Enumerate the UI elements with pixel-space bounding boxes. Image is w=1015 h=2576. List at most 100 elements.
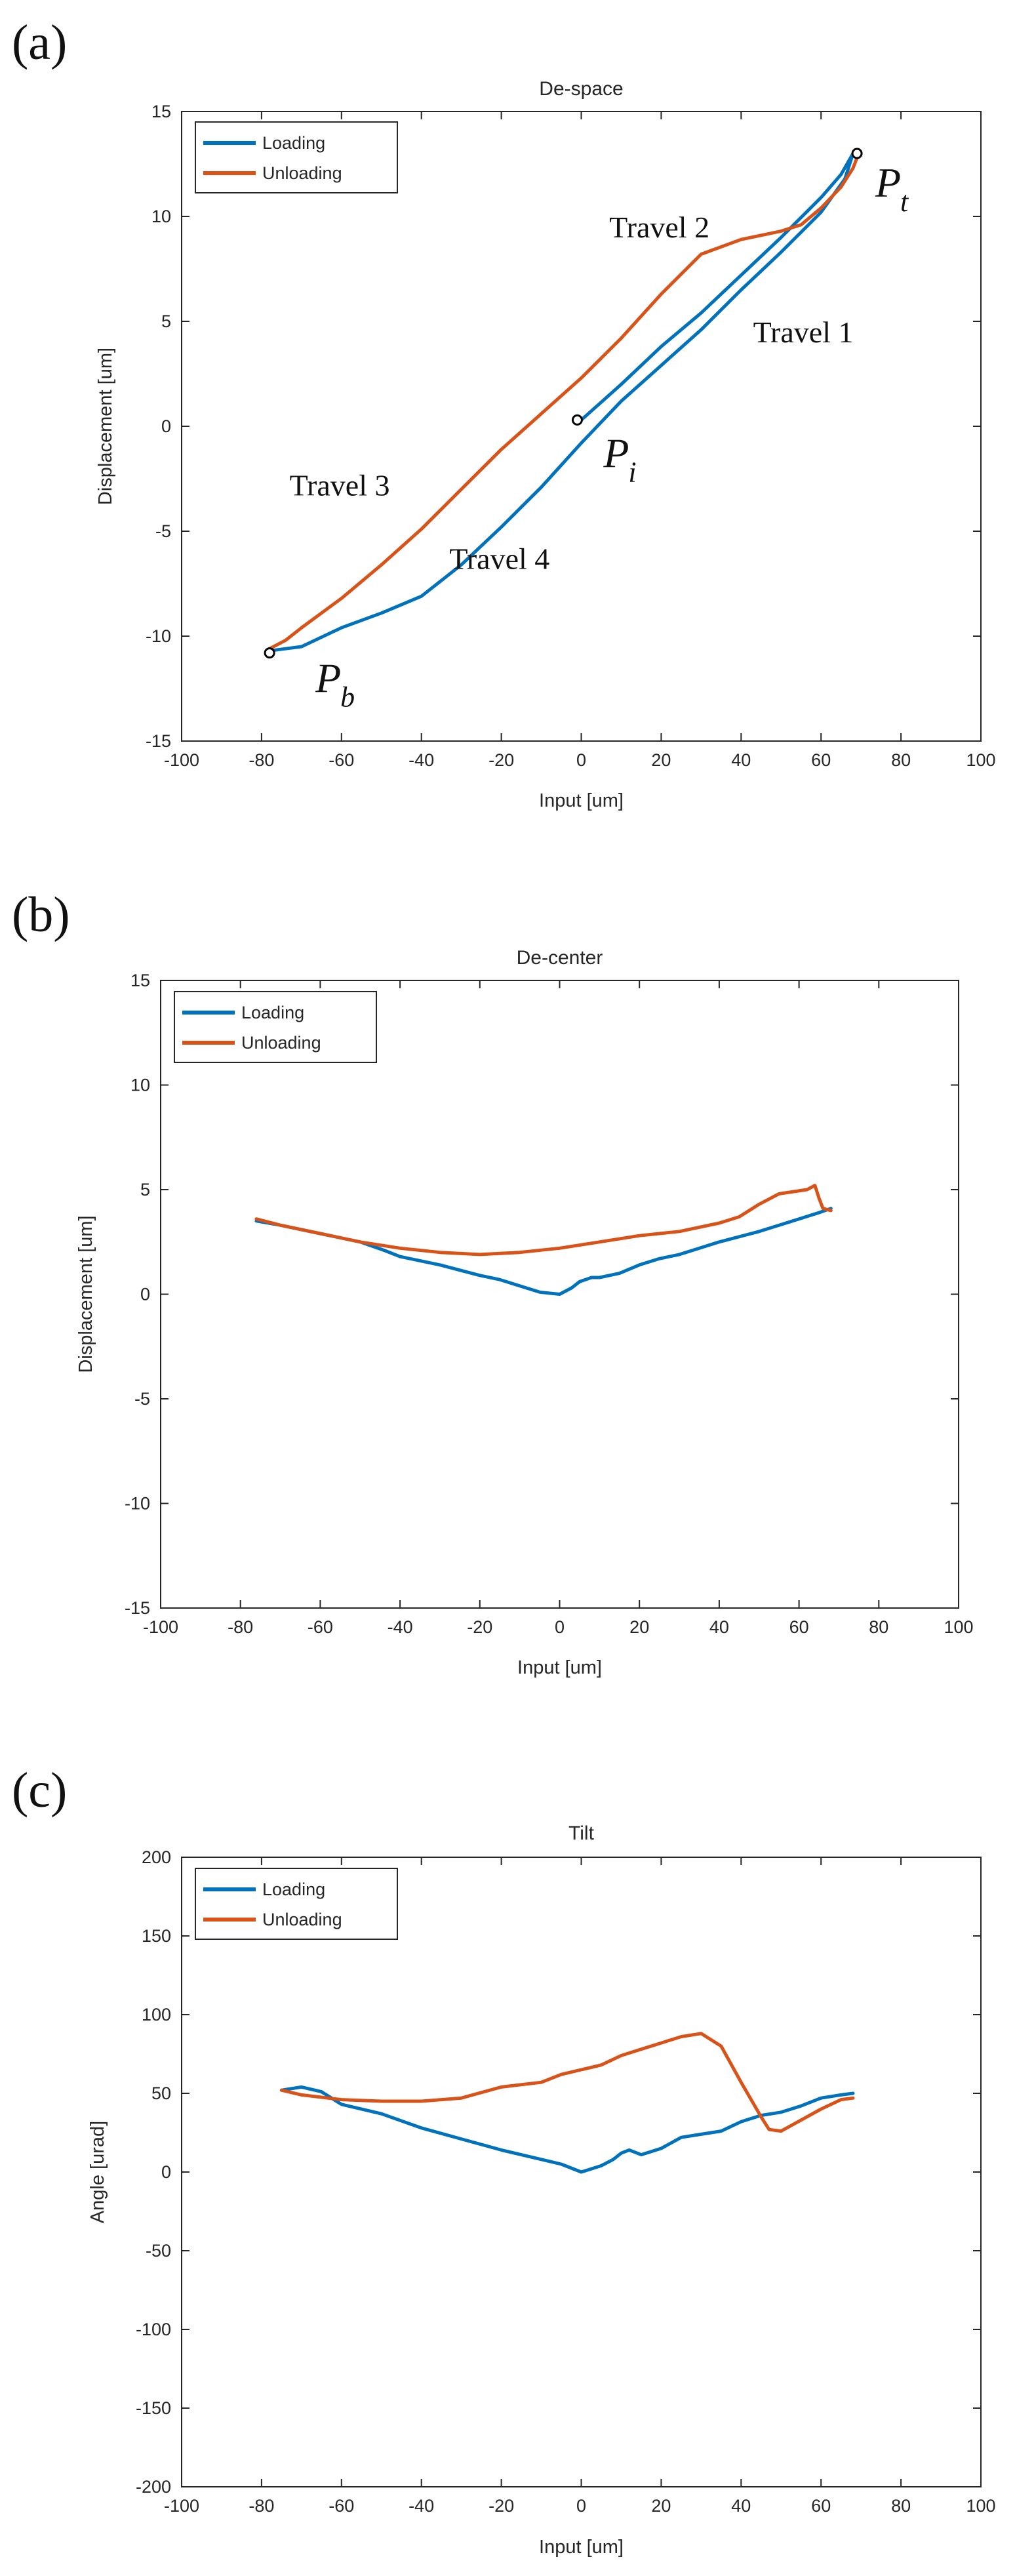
x-tick-label: 100 [966, 2496, 995, 2516]
x-tick-label: 40 [731, 750, 751, 770]
series-line-loading [279, 2085, 855, 2174]
x-tick-label: 0 [555, 1617, 565, 1637]
x-tick-label: 40 [709, 1617, 729, 1637]
point-subscript: t [900, 186, 909, 218]
y-tick-label: 5 [161, 312, 171, 331]
y-tick-label: 10 [151, 207, 171, 226]
x-tick-label: 60 [789, 1617, 809, 1637]
x-tick-label: -100 [143, 1617, 178, 1637]
chart-panel-2: (b)De-center-100 -80 -60 -40 -20 0 20 40 60 80 100… [12, 887, 974, 1678]
legend-label: Loading [262, 133, 325, 153]
y-tick-label: 0 [140, 1285, 150, 1304]
point-marker [851, 148, 863, 159]
y-axis-label: Angle [urad] [87, 2121, 108, 2223]
legend-box [174, 991, 377, 1063]
x-axis-label: Input [um] [539, 2537, 624, 2558]
y-tick-label: 50 [151, 2083, 171, 2103]
x-tick-label: -60 [308, 1617, 333, 1637]
panel-label: (c) [12, 1763, 67, 1818]
x-tick-label: -100 [164, 750, 199, 770]
series-line-loading [268, 151, 855, 653]
travel-annotation: Travel 1 [753, 315, 854, 349]
x-tick-label: 100 [944, 1617, 973, 1637]
point-label: P [603, 430, 629, 476]
x-tick-label: 20 [651, 2496, 671, 2516]
series-line-unloading [279, 2032, 855, 2133]
point-subscript: i [628, 456, 636, 488]
point-marker [264, 647, 275, 659]
y-tick-label: 200 [142, 1847, 171, 1867]
y-tick-label: 15 [151, 102, 171, 121]
x-tick-label: -20 [488, 750, 514, 770]
legend-label: Loading [262, 1880, 325, 1899]
y-axis-label: Displacement [um] [95, 348, 116, 505]
x-tick-label: 80 [869, 1617, 888, 1637]
x-tick-label: 60 [811, 750, 831, 770]
x-tick-label: 80 [891, 2496, 911, 2516]
y-tick-label: 150 [142, 1926, 171, 1946]
point-label: P [875, 159, 901, 206]
y-tick-label: 10 [130, 1076, 150, 1095]
series-line-loading [254, 1207, 833, 1296]
series-line-unloading [268, 155, 859, 651]
y-tick-label: 15 [130, 971, 150, 990]
x-tick-label: -40 [388, 1617, 413, 1637]
x-tick-label: 40 [731, 2496, 751, 2516]
y-tick-label: 5 [140, 1180, 150, 1199]
x-tick-label: -60 [328, 750, 354, 770]
panel-label: (b) [12, 887, 70, 942]
x-tick-label: -20 [467, 1617, 492, 1637]
chart-title: De-space [539, 78, 623, 100]
x-tick-label: -40 [408, 750, 434, 770]
x-tick-label: -80 [249, 750, 274, 770]
legend-box [195, 121, 398, 193]
chart-title: De-center [517, 947, 603, 969]
y-tick-label: 100 [142, 2005, 171, 2024]
legend-box [195, 1868, 398, 1940]
travel-annotation: Travel 4 [449, 542, 549, 576]
x-tick-label: -80 [249, 2496, 274, 2516]
x-tick-label: 0 [576, 750, 586, 770]
x-tick-label: -20 [488, 2496, 514, 2516]
y-tick-label: -5 [134, 1389, 150, 1409]
y-tick-label: -50 [146, 2241, 171, 2261]
y-tick-label: -15 [125, 1598, 150, 1618]
y-tick-label: -15 [146, 731, 171, 751]
x-tick-label: -80 [228, 1617, 253, 1637]
x-axis-label: Input [um] [517, 1657, 602, 1678]
y-tick-label: -200 [136, 2477, 171, 2497]
x-tick-label: -100 [164, 2496, 199, 2516]
x-tick-label: 100 [966, 750, 995, 770]
y-tick-label: 0 [161, 416, 171, 436]
x-tick-label: 20 [651, 750, 671, 770]
chart-title: Tilt [568, 1822, 595, 1844]
chart-panel-3: (c)Tilt-100 -80 -60 -40 -20 0 20 40 60 80 100-200-… [12, 1763, 996, 2558]
x-tick-label: 0 [576, 2496, 586, 2516]
x-tick-label: 80 [891, 750, 911, 770]
legend-label: Unloading [262, 1910, 342, 1929]
point-marker [571, 414, 583, 426]
legend-label: Unloading [262, 163, 342, 183]
x-tick-label: -40 [408, 2496, 434, 2516]
point-subscript: b [340, 681, 355, 714]
y-tick-label: -10 [146, 626, 171, 646]
y-tick-label: -10 [125, 1494, 150, 1514]
y-axis-label: Displacement [um] [75, 1215, 96, 1373]
legend-label: Unloading [241, 1033, 321, 1053]
point-label: P [315, 655, 341, 702]
panel-label: (a) [12, 15, 67, 70]
x-tick-label: 20 [629, 1617, 649, 1637]
y-tick-label: 0 [161, 2162, 171, 2182]
legend-label: Loading [241, 1003, 304, 1022]
x-axis-label: Input [um] [539, 790, 624, 811]
travel-annotation: Travel 3 [290, 469, 390, 502]
y-tick-label: -5 [155, 521, 171, 541]
y-tick-label: -100 [136, 2320, 171, 2339]
travel-annotation: Travel 2 [609, 211, 709, 244]
x-tick-label: 60 [811, 2496, 831, 2516]
chart-panel-1: (a)De-space-100 -80 -60 -40 -20 0 20 40 60 80 100-… [12, 15, 996, 811]
series-line-unloading [254, 1184, 833, 1257]
x-tick-label: -60 [328, 2496, 354, 2516]
y-tick-label: -150 [136, 2398, 171, 2418]
